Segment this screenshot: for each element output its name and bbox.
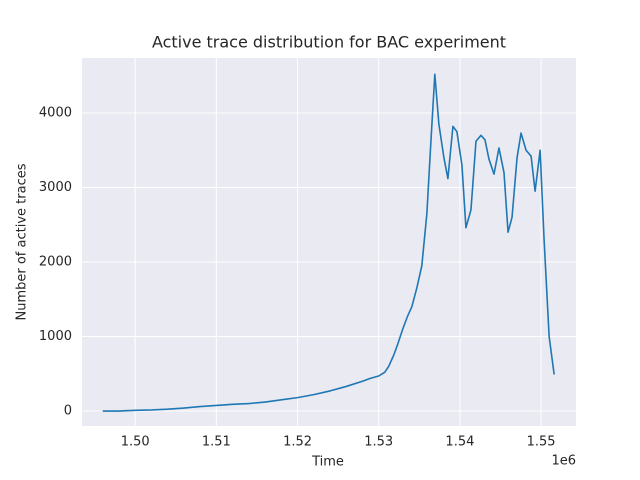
chart-title: Active trace distribution for BAC experi… (152, 33, 506, 52)
data-line (102, 73, 555, 412)
x-offset-label: 1e6 (551, 454, 576, 469)
y-axis-label: Number of active traces (15, 163, 30, 320)
plot-area (82, 58, 576, 426)
x-tick-label: 1.54 (445, 435, 474, 450)
y-tick-label: 1000 (39, 329, 72, 344)
x-tick-label: 1.51 (202, 435, 231, 450)
grid (82, 58, 576, 426)
x-tick-label: 1.55 (527, 435, 556, 450)
y-tick-label: 2000 (39, 255, 72, 270)
y-tick-label: 4000 (39, 105, 72, 120)
x-axis-label: Time (311, 455, 344, 470)
marks (102, 73, 555, 412)
y-tick-label: 0 (64, 404, 72, 419)
x-tick-label: 1.50 (121, 435, 150, 450)
y-tick-label: 3000 (39, 180, 72, 195)
x-tick-label: 1.52 (283, 435, 312, 450)
x-tick-label: 1.53 (364, 435, 393, 450)
